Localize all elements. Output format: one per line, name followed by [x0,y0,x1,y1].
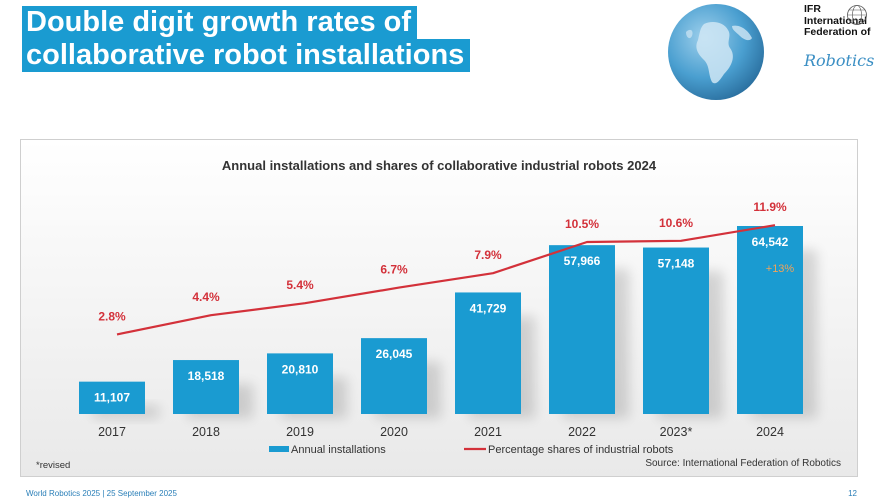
bar-value-label: 57,148 [658,257,695,271]
bar-value-label: 11,107 [94,391,130,405]
page-number: 12 [848,489,857,498]
globe-icon [668,4,764,100]
bar-value-label: 41,729 [470,301,507,315]
chart-panel: Annual installations and shares of colla… [20,139,858,477]
share-label: 10.5% [565,217,599,231]
share-label: 11.9% [753,200,787,214]
x-tick-label: 2019 [286,425,314,439]
logo-line-2: International [804,14,868,27]
chart: Annual installations and shares of colla… [36,158,841,471]
logo-script: Robotics [804,51,875,70]
growth-annotation: +13% [766,263,795,275]
share-label: 5.4% [286,278,314,292]
bar-2017 [79,381,145,414]
bar-value-label: 57,966 [564,254,601,268]
footnote-revised: *revised [36,460,70,471]
bar-value-label: 18,518 [188,369,225,383]
bar-2024 [737,226,803,414]
x-tick-label: 2021 [474,425,502,439]
share-label: 4.4% [192,290,220,304]
bar-value-label: 20,810 [282,362,319,376]
ifr-globe-mark-icon [847,5,867,25]
source-note: Source: International Federation of Robo… [645,458,841,469]
title-line-1: Double digit growth rates of [22,6,418,39]
logo-line-3: Federation of [804,26,871,38]
bar-2020 [361,338,427,414]
legend-swatch-installations [269,446,289,452]
bar-2019 [267,353,333,414]
share-label: 7.9% [474,248,502,262]
legend-label-share: Percentage shares of industrial robots [488,444,674,456]
share-label: 10.6% [659,216,693,230]
bar-2022 [549,245,615,414]
x-tick-label: 2018 [192,425,220,439]
x-tick-label: 2024 [756,425,784,439]
x-tick-label: 2022 [568,425,596,439]
legend-label-installations: Annual installations [291,444,386,456]
bar-2018 [173,360,239,414]
share-line [116,224,776,336]
ifr-logo: IFR International Federation of Robotics [804,3,877,70]
x-tick-label: 2017 [98,425,126,439]
title-line-2: collaborative robot installations [22,39,471,72]
bar-2023* [643,247,709,414]
footer-left: World Robotics 2025 | 25 September 2025 [26,489,177,498]
x-tick-label: 2023* [660,425,693,439]
slide-title: Double digit growth rates of collaborati… [22,6,471,72]
share-label: 6.7% [380,263,408,277]
x-tick-label: 2020 [380,425,408,439]
share-label: 2.8% [98,309,126,323]
logo-line-1: IFR [804,3,821,15]
chart-title: Annual installations and shares of colla… [222,158,657,173]
bar-2021 [455,292,521,414]
bar-value-label: 26,045 [376,347,413,361]
bar-value-label: 64,542 [752,235,789,249]
